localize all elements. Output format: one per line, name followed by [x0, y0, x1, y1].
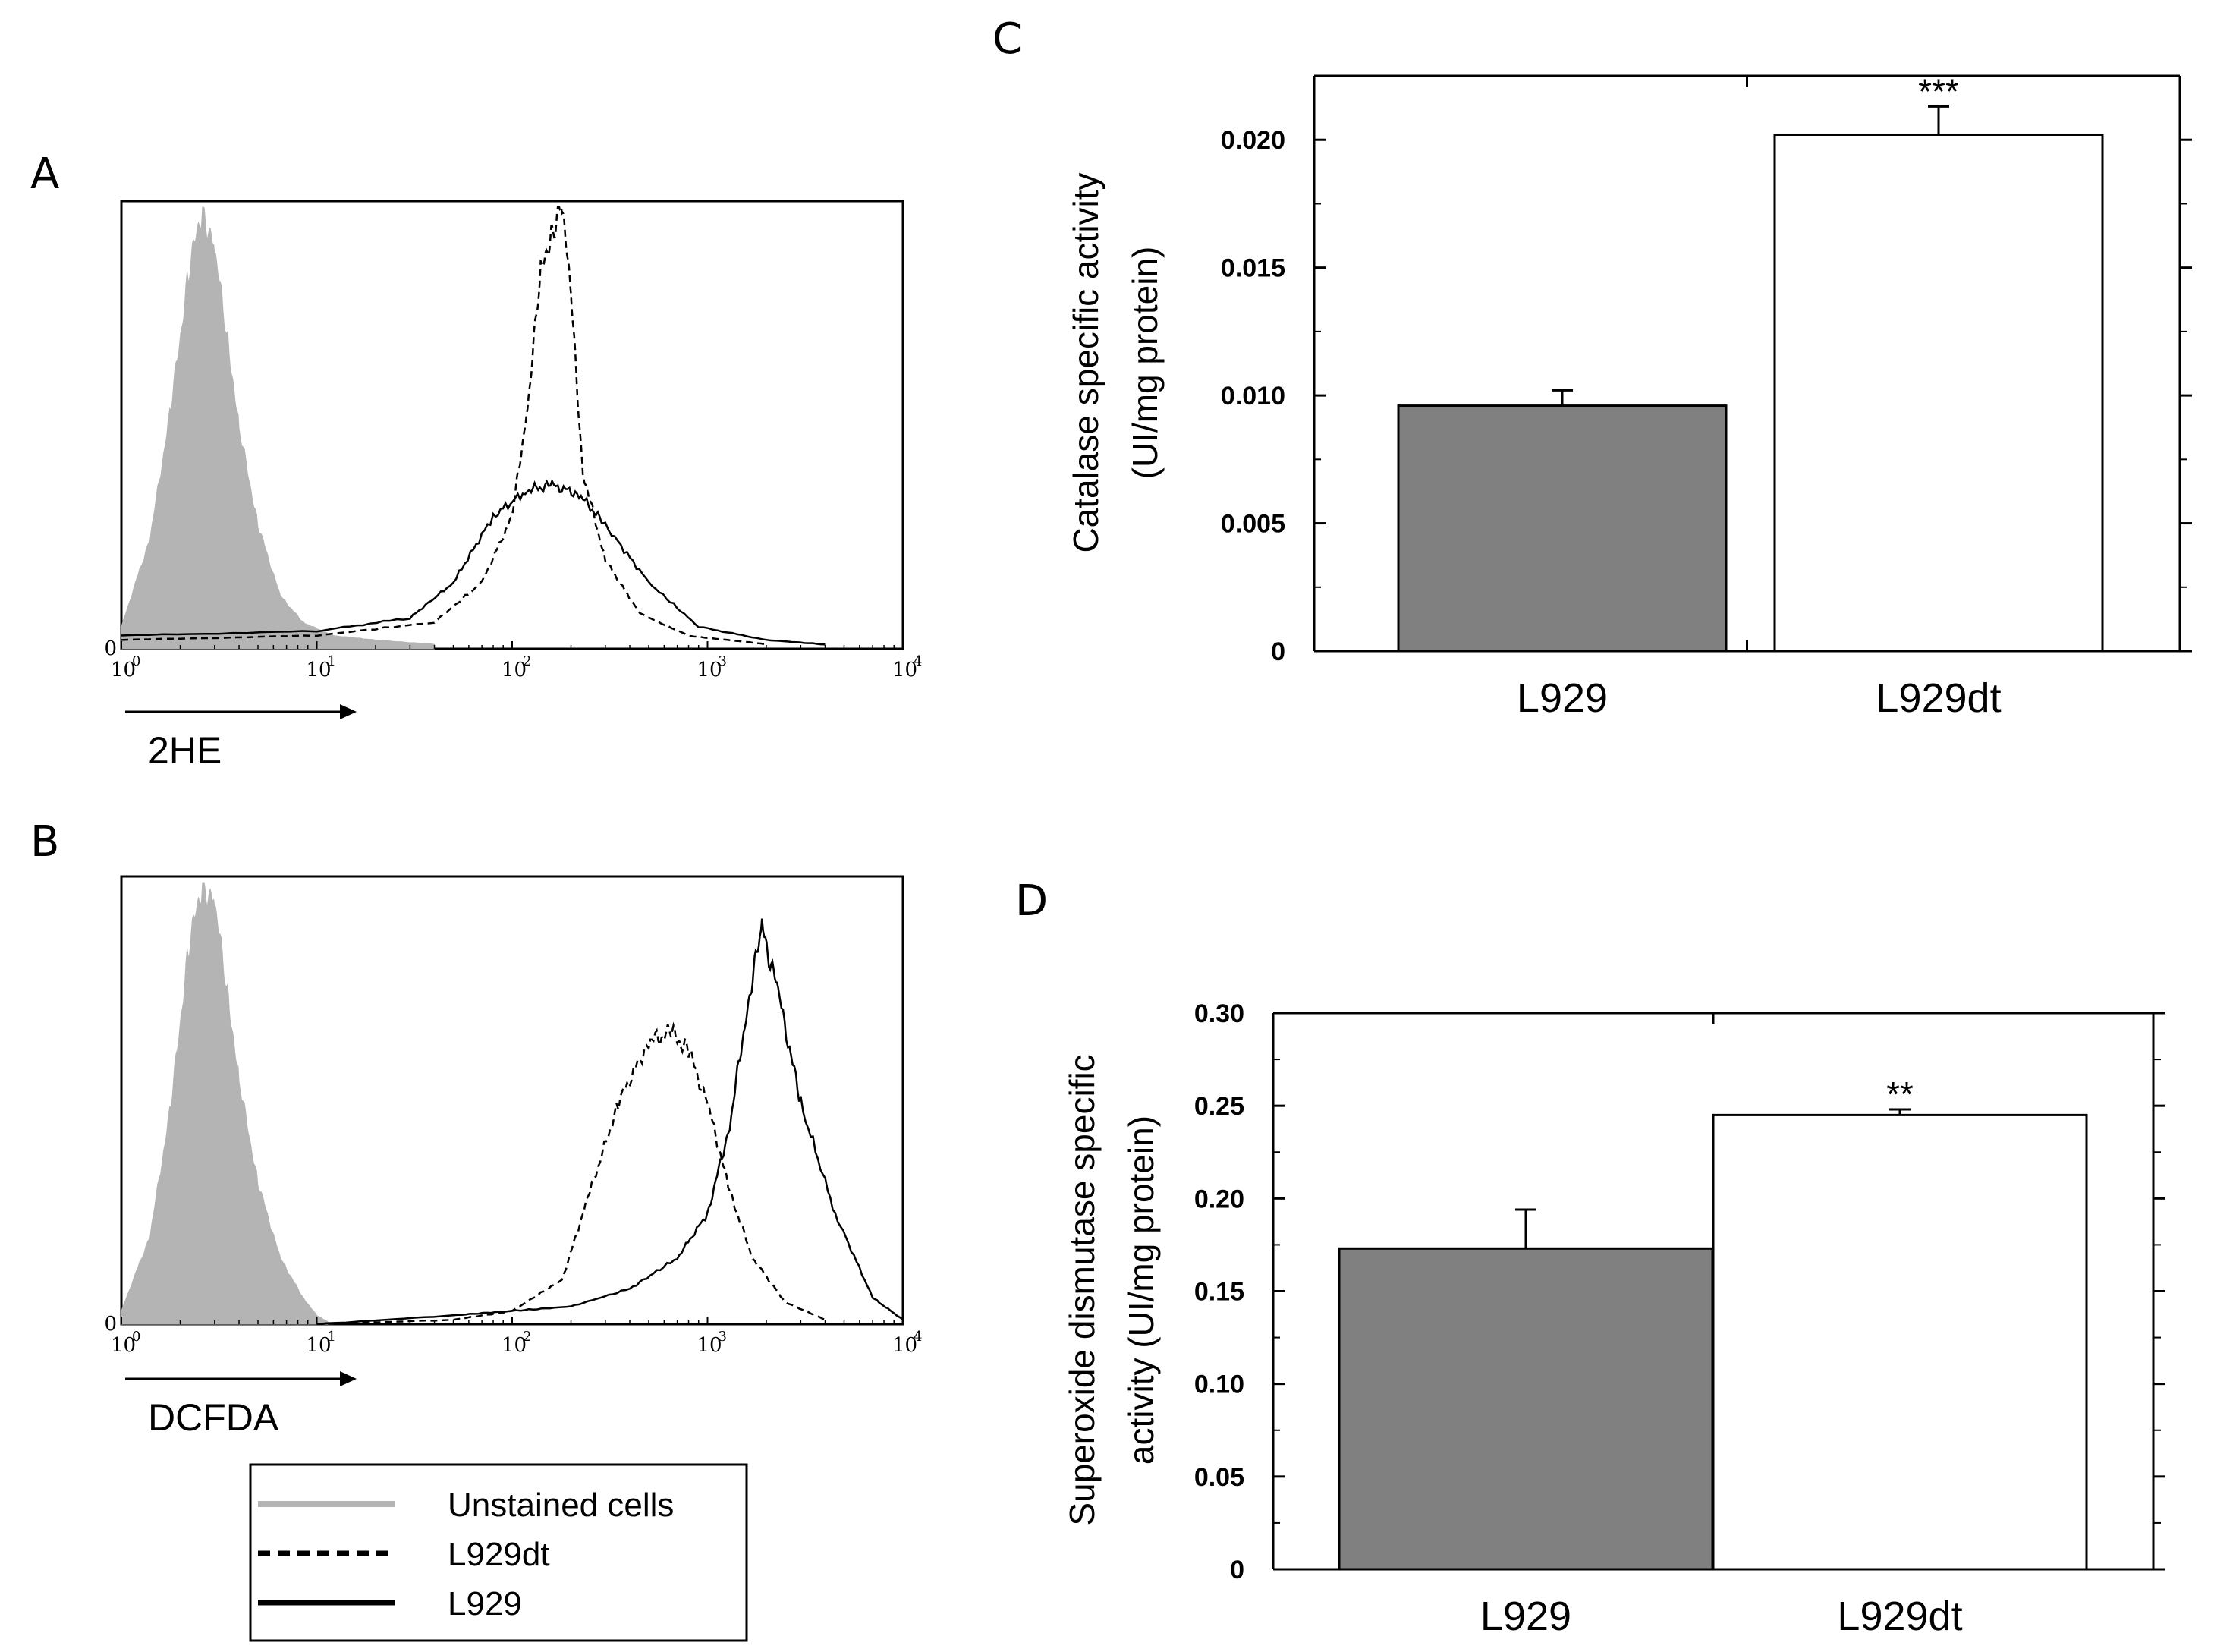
significance-label: ** [1886, 1075, 1914, 1114]
significance-label: *** [1918, 71, 1959, 111]
x-tick-label: 10 [697, 1334, 722, 1357]
y-tick-label: 0.005 [1221, 510, 1285, 539]
legend-label-l929: L929 [448, 1585, 522, 1622]
y-tick-label: 0 [1271, 637, 1285, 666]
x-tick-exponent: 2 [523, 1329, 531, 1345]
x-tick-label: 10 [892, 1334, 917, 1357]
category-label: L929 [1480, 1594, 1571, 1639]
x-tick-label: 10 [111, 659, 136, 681]
panel-letter-b: B [30, 817, 59, 867]
y-axis-label-line2: activity (UI/mg protein) [1121, 1115, 1161, 1465]
legend-label-unstained: Unstained cells [448, 1487, 674, 1524]
series-l929dt [121, 206, 767, 646]
y-tick-label: 0.020 [1221, 126, 1285, 155]
x-tick-exponent: 0 [132, 1329, 140, 1345]
y-tick-label: 0.05 [1194, 1463, 1244, 1492]
panel-letter-c: C [992, 14, 1022, 64]
y-tick-label: 0.30 [1194, 999, 1244, 1028]
x-tick-label: 10 [502, 659, 527, 681]
x-tick-exponent: 2 [523, 653, 531, 669]
x-tick-label: 10 [307, 1334, 332, 1357]
x-tick-exponent: 4 [914, 653, 922, 669]
y-axis-label-line1: Catalase specific activity [1066, 172, 1105, 552]
y-axis-label-line2: (UI/mg protein) [1125, 247, 1165, 480]
x-tick-exponent: 1 [328, 653, 336, 669]
category-label: L929dt [1837, 1594, 1962, 1639]
legend: Unstained cells L929dt L929 [249, 1463, 748, 1642]
series-l929 [316, 918, 904, 1326]
category-label: L929dt [1876, 675, 2001, 721]
x-tick-label: 10 [111, 1334, 136, 1357]
axis-arrow-head [340, 704, 357, 719]
y-tick-label: 0.25 [1194, 1092, 1244, 1121]
x-axis-label: 2HE [148, 729, 222, 772]
bar-l929dt [1712, 1113, 2088, 1571]
legend-label-l929dt: L929dt [448, 1536, 550, 1573]
legend-box [249, 1463, 748, 1642]
series-l929dt [316, 1021, 826, 1326]
x-tick-label: 10 [307, 659, 332, 681]
bar-chart-catalase: 0 0.005 0.010 0.015 0.020 L929 *** L929dt Catala… [1066, 71, 2192, 721]
y-tick-label: 0.20 [1194, 1185, 1244, 1213]
bar-l929 [1338, 1247, 1714, 1571]
x-tick-exponent: 4 [914, 1329, 922, 1345]
x-tick-exponent: 3 [719, 1329, 727, 1345]
x-tick-exponent: 1 [328, 1329, 336, 1345]
series-unstained-cells [121, 882, 334, 1325]
series-l929 [121, 478, 826, 646]
y-origin-label: 0 [104, 637, 117, 660]
axis-arrow-head [340, 1371, 357, 1386]
y-origin-label: 0 [104, 1313, 117, 1336]
panel-letter-d: D [1015, 876, 1048, 926]
series-unstained-cells [121, 206, 435, 650]
x-tick-exponent: 0 [132, 653, 140, 669]
y-tick-label: 0 [1230, 1556, 1244, 1584]
x-tick-label: 10 [502, 1334, 527, 1357]
bar-l929 [1397, 404, 1728, 653]
bar-l929dt [1773, 133, 2104, 653]
x-tick-exponent: 3 [719, 653, 727, 669]
y-axis-label-line1: Superoxide dismutase specific [1062, 1054, 1102, 1525]
y-tick-label: 0.15 [1194, 1278, 1244, 1307]
bar-chart-sod: 0 0.05 0.10 0.15 0.20 0.25 0.30 L929 ** L929dt Sup… [1062, 999, 2165, 1639]
y-tick-label: 0.015 [1221, 254, 1285, 283]
y-tick-label: 0.10 [1194, 1370, 1244, 1399]
x-tick-label: 10 [697, 659, 722, 681]
category-label: L929 [1517, 675, 1608, 721]
y-tick-label: 0.010 [1221, 382, 1285, 411]
x-tick-label: 10 [892, 659, 917, 681]
x-axis-label: DCFDA [148, 1396, 279, 1439]
panel-letter-a: A [30, 149, 59, 199]
